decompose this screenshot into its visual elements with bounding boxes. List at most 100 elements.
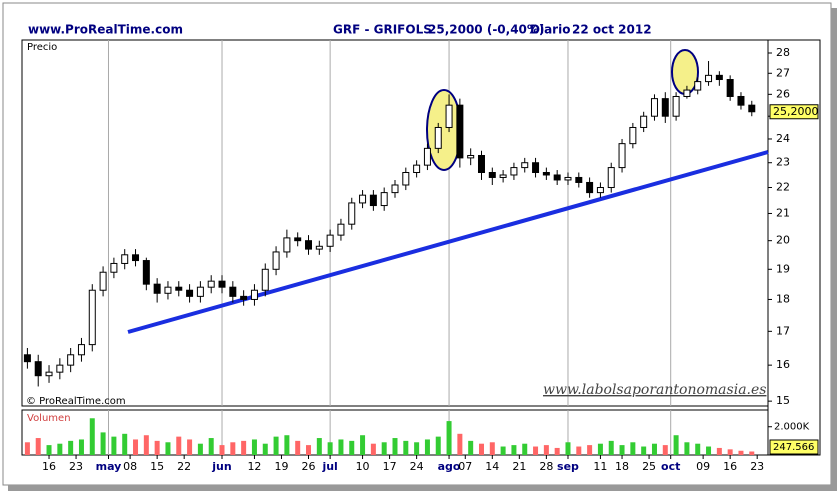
trend-line [127, 150, 769, 334]
volume-bar [727, 449, 733, 455]
y-tick-label: 19 [776, 262, 790, 275]
candle-body [532, 162, 540, 174]
candle-body [391, 184, 399, 194]
x-tick-label: 21 [512, 460, 526, 473]
volume-bar [511, 445, 517, 455]
y-tick-label: 2.000K [774, 422, 810, 433]
volume-bar [338, 439, 344, 455]
volume-bar [316, 438, 322, 455]
x-tick-label: 16 [42, 460, 56, 473]
candle-body [596, 187, 604, 194]
candle-body [672, 95, 680, 117]
y-tick-label: 18 [776, 292, 790, 305]
candle-body [164, 286, 172, 294]
panel-label: Precio [27, 42, 57, 53]
candle-body [726, 79, 734, 97]
x-tick-label: 26 [302, 460, 316, 473]
volume-bar [706, 446, 712, 455]
volume-bar [370, 443, 376, 455]
volume-bar [46, 445, 52, 455]
volume-bar [251, 439, 257, 455]
candle-body [207, 280, 215, 288]
volume-bar [381, 442, 387, 455]
volume-bar [133, 439, 139, 455]
candle-body [640, 115, 648, 128]
candle-body [229, 286, 237, 297]
candle-body [586, 181, 594, 194]
candle-body [121, 254, 129, 264]
candle-body [564, 176, 572, 181]
shadow [831, 8, 837, 488]
last-price-label: 25,2000 [773, 105, 819, 118]
last-volume-tag [769, 439, 819, 455]
candle-body [218, 280, 226, 288]
candle-body [445, 104, 453, 128]
candle-body [456, 104, 464, 159]
volume-bar [284, 435, 290, 455]
y-tick-label: 26 [776, 87, 790, 100]
y-tick-label: 23 [776, 156, 790, 169]
candle-body [380, 192, 388, 207]
volume-bar [241, 440, 247, 455]
candle-body [132, 254, 140, 262]
volume-bar [435, 436, 441, 455]
volume-bar [273, 436, 279, 455]
candle-body [705, 74, 713, 83]
candle-body [369, 194, 377, 207]
volume-bar [24, 442, 30, 455]
volume-bar [392, 438, 398, 455]
candle-body [488, 172, 496, 178]
candle-body [261, 268, 269, 291]
volume-bar [306, 445, 312, 455]
candle-body [110, 262, 118, 273]
site: www.ProRealTime.com [28, 23, 183, 37]
x-tick-label: 10 [356, 460, 370, 473]
candle-body [434, 126, 442, 149]
x-tick-label: 25 [642, 460, 656, 473]
volume-bar [522, 443, 528, 455]
candle-body [142, 260, 150, 285]
volume-bar [68, 440, 74, 455]
volume-bar [100, 432, 106, 455]
candle-body [348, 202, 356, 225]
candle-body [326, 234, 334, 247]
candle-body [272, 251, 280, 270]
volume-bar [154, 440, 160, 455]
volume-bar [262, 443, 268, 455]
volume-bar [122, 433, 128, 455]
candle-body [77, 344, 85, 356]
volume-bar [349, 440, 355, 455]
candle-body [661, 98, 669, 117]
x-tick-label: jun [211, 460, 231, 473]
volume-bar [111, 436, 117, 455]
volume-bar [208, 438, 214, 455]
volume-bar [187, 439, 193, 455]
candle-body [477, 154, 485, 174]
candle-body [67, 354, 75, 366]
candle-body [510, 167, 518, 176]
x-tick-label: ago [438, 460, 461, 473]
volume-bar [327, 442, 333, 455]
y-tick-label: 21 [776, 206, 790, 219]
x-tick-label: 08 [123, 460, 137, 473]
period: Diario [530, 23, 570, 37]
candle-body [618, 143, 626, 169]
volume-bar [543, 445, 549, 455]
candle-body [402, 172, 410, 186]
x-tick-label: may [96, 460, 122, 473]
candle-body [250, 289, 258, 300]
y-tick-label: 17 [776, 324, 790, 337]
volume-bar [360, 435, 366, 455]
candle-body [359, 194, 367, 204]
volume-bar [716, 447, 722, 455]
candle-body [629, 126, 637, 145]
x-tick-label: 28 [539, 460, 553, 473]
candle-body [56, 364, 64, 373]
volume-bar [738, 450, 744, 455]
candle-body [315, 245, 323, 250]
y-tick-label: 20 [776, 234, 790, 247]
volume-bar [500, 446, 506, 455]
volume-bar [641, 446, 647, 455]
x-tick-label: 07 [458, 460, 472, 473]
volume-bar [89, 418, 95, 455]
